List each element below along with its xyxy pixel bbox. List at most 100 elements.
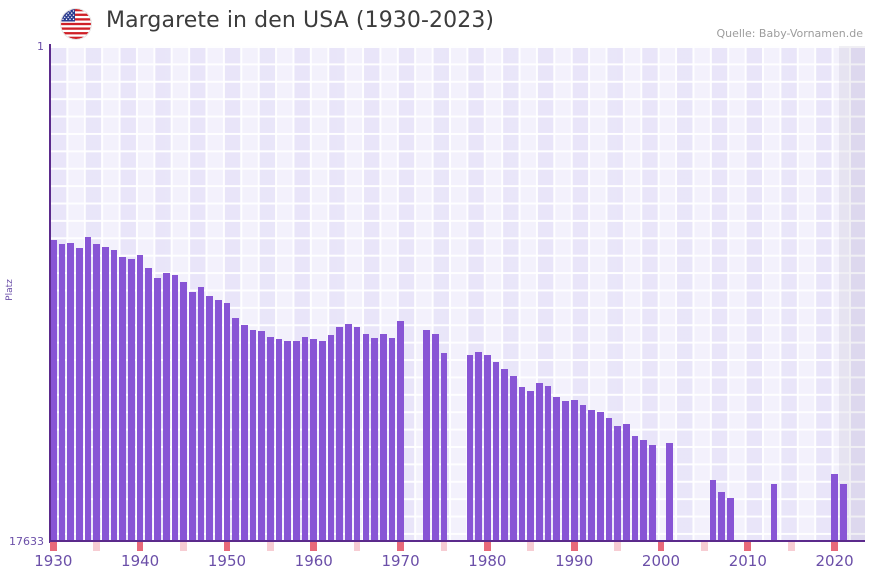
y-axis-title: Platz: [5, 279, 15, 301]
bar-1969[interactable]: [388, 337, 396, 541]
bar-1951[interactable]: [232, 318, 239, 541]
bar-1963[interactable]: [336, 326, 344, 541]
x-tick-label-1950: 1950: [207, 552, 247, 570]
bar-1950[interactable]: [223, 302, 231, 541]
bar-1948[interactable]: [206, 295, 213, 541]
x-tick-label-1940: 1940: [121, 552, 160, 570]
bar-1952[interactable]: [240, 325, 248, 541]
bar-1939[interactable]: [128, 259, 135, 541]
x-tick-label-1990: 1990: [555, 552, 594, 570]
bar-1961[interactable]: [319, 340, 326, 541]
x-tick-label-2010: 2010: [728, 552, 767, 570]
bar-1993[interactable]: [596, 412, 604, 541]
bar-1966[interactable]: [362, 333, 370, 541]
x-tick-mark-2020: [831, 542, 838, 551]
bar-1949[interactable]: [214, 300, 222, 541]
plot-area: [49, 46, 865, 541]
bar-1987[interactable]: [544, 385, 552, 541]
bar-1975[interactable]: [440, 353, 448, 541]
bar-1958[interactable]: [293, 340, 300, 541]
bar-1991[interactable]: [579, 405, 587, 541]
x-tick-mark-1960: [310, 542, 318, 551]
x-tick-mark-2010: [744, 542, 752, 551]
y-axis-bottom-label: 17633: [9, 535, 44, 548]
x-tick-mark-1970: [397, 542, 404, 551]
bar-1946[interactable]: [188, 291, 196, 541]
bar-1942[interactable]: [154, 277, 161, 541]
bar-1979[interactable]: [475, 351, 483, 541]
x-tick-mark-1950: [223, 542, 231, 551]
bar-1944[interactable]: [171, 274, 179, 541]
bar-1995[interactable]: [614, 426, 621, 541]
bar-1981[interactable]: [492, 361, 500, 541]
bar-1980[interactable]: [484, 354, 491, 541]
bar-1930[interactable]: [49, 239, 57, 541]
bar-1998[interactable]: [640, 440, 647, 541]
bar-1956[interactable]: [275, 339, 283, 541]
bar-1973[interactable]: [423, 329, 430, 541]
bar-1941[interactable]: [145, 267, 153, 541]
x-tick-mark-1995: [614, 542, 621, 551]
bar-2013[interactable]: [770, 483, 778, 541]
bar-1982[interactable]: [501, 368, 509, 541]
x-tick-mark-1945: [180, 542, 187, 551]
bar-2020[interactable]: [831, 474, 838, 541]
bar-1947[interactable]: [197, 287, 205, 541]
bar-1934[interactable]: [84, 236, 92, 541]
bar-1936[interactable]: [102, 246, 109, 541]
x-tick-label-2000: 2000: [641, 552, 681, 570]
bar-1986[interactable]: [536, 382, 543, 541]
bar-1960[interactable]: [310, 339, 318, 541]
bar-1985[interactable]: [527, 391, 535, 541]
bar-1959[interactable]: [301, 336, 309, 541]
x-tick-label-2020: 2020: [815, 552, 854, 570]
bar-1999[interactable]: [648, 444, 656, 541]
bar-2008[interactable]: [727, 497, 734, 541]
bar-1990[interactable]: [570, 399, 578, 541]
bar-1957[interactable]: [284, 340, 292, 541]
bar-1965[interactable]: [353, 326, 361, 541]
bar-1954[interactable]: [258, 330, 265, 541]
bar-1983[interactable]: [510, 375, 517, 541]
bar-2007[interactable]: [718, 492, 726, 541]
bar-1937[interactable]: [110, 249, 118, 541]
bar-1964[interactable]: [345, 323, 352, 541]
bar-1967[interactable]: [371, 337, 378, 541]
bar-1940[interactable]: [136, 255, 144, 541]
bar-1996[interactable]: [622, 423, 630, 541]
bar-1931[interactable]: [58, 243, 66, 541]
x-tick-mark-1980: [484, 542, 491, 551]
bar-1935[interactable]: [93, 243, 101, 541]
x-tick-label-1960: 1960: [294, 552, 333, 570]
y-axis-top-label: 1: [37, 40, 44, 53]
x-tick-label-1930: 1930: [34, 552, 73, 570]
bar-1989[interactable]: [562, 401, 569, 541]
bar-2021[interactable]: [839, 483, 847, 541]
bar-1997[interactable]: [631, 436, 639, 541]
x-tick-mark-2015: [787, 542, 795, 551]
bar-1968[interactable]: [379, 333, 387, 541]
bar-1970[interactable]: [397, 321, 404, 541]
bar-1933[interactable]: [76, 248, 83, 541]
x-tick-mark-1975: [440, 542, 448, 551]
bar-1974[interactable]: [431, 333, 439, 541]
bar-2006[interactable]: [709, 479, 717, 541]
x-tick-label-1980: 1980: [468, 552, 507, 570]
x-tick-mark-1930: [49, 542, 57, 551]
x-tick-label-1970: 1970: [381, 552, 420, 570]
bar-1988[interactable]: [553, 396, 561, 541]
bar-1978[interactable]: [466, 354, 474, 541]
bar-1992[interactable]: [588, 409, 595, 541]
bar-1955[interactable]: [267, 336, 274, 541]
bar-1932[interactable]: [67, 242, 75, 541]
bar-2001[interactable]: [666, 443, 673, 541]
bar-1938[interactable]: [119, 256, 127, 541]
bar-1962[interactable]: [327, 335, 335, 541]
bar-1953[interactable]: [249, 329, 257, 541]
bar-1943[interactable]: [162, 273, 170, 541]
bar-1945[interactable]: [180, 281, 187, 541]
x-tick-mark-2000: [657, 542, 665, 551]
x-tick-mark-2005: [701, 542, 708, 551]
bar-1994[interactable]: [605, 417, 613, 541]
bar-1984[interactable]: [518, 387, 526, 541]
